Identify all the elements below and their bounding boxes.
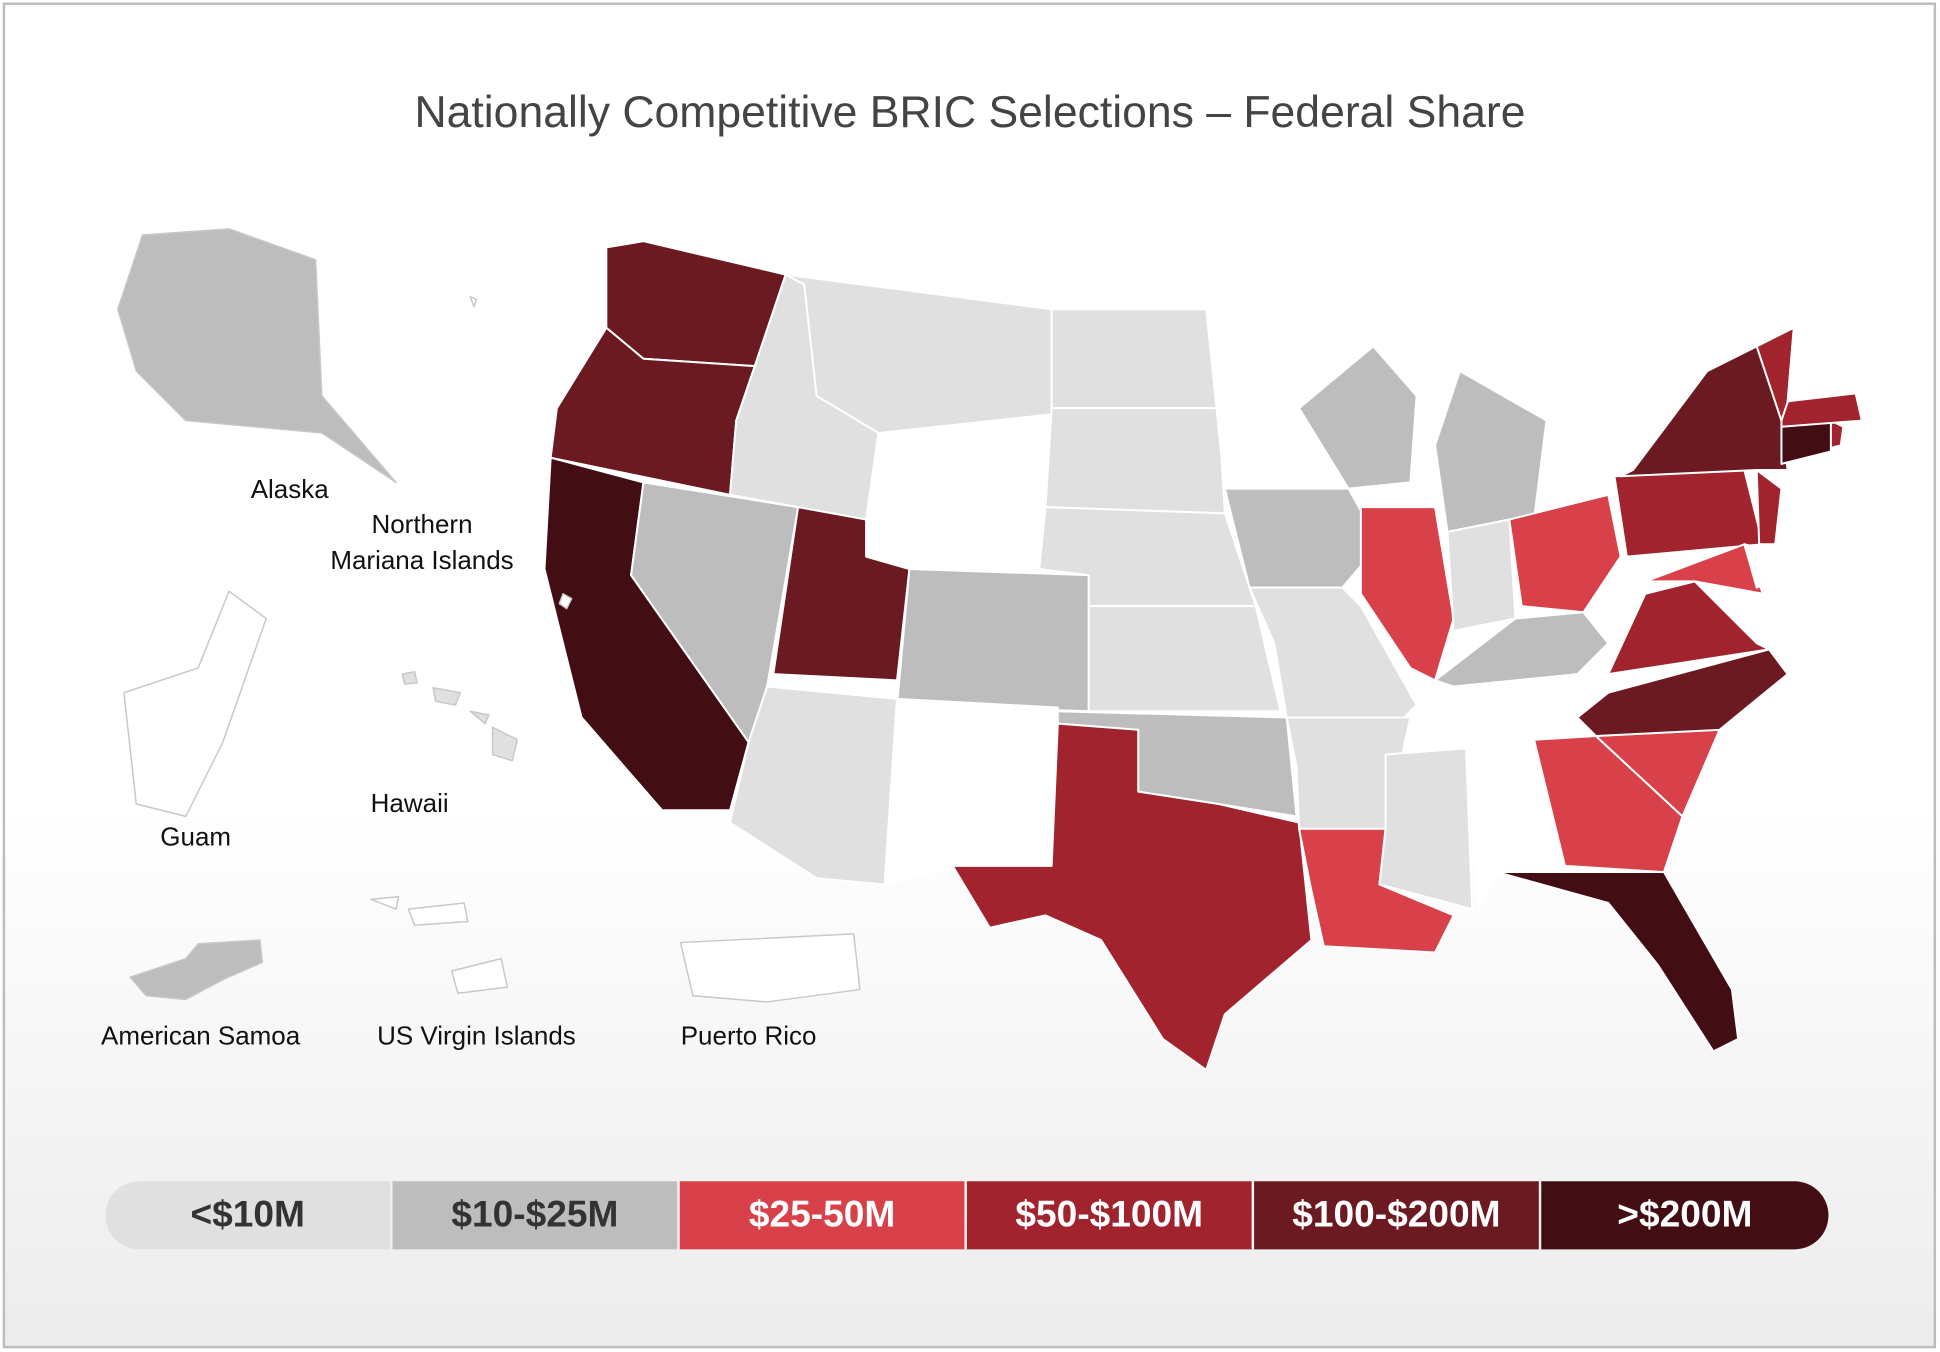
state (1446, 518, 1517, 632)
state (1644, 543, 1764, 595)
state (1582, 555, 1647, 645)
state (1248, 586, 1418, 719)
territory-label: Puerto Rico (681, 1021, 817, 1051)
state (1378, 747, 1474, 911)
territory-label: Alaska (251, 474, 330, 504)
state (1205, 308, 1362, 490)
territory (469, 710, 490, 725)
territory (450, 957, 509, 995)
state (1223, 487, 1381, 589)
legend-swatch (966, 1181, 1252, 1250)
legend: <$10M $10-$25M $25-50M $50-$100M $100-$200M >… (105, 1181, 1829, 1250)
state (951, 722, 1313, 1071)
territory (370, 896, 400, 910)
territory (558, 592, 573, 610)
territory-label: Mariana Islands (330, 545, 513, 575)
territory-label: Guam (160, 822, 231, 852)
legend-label: $10-$25M (451, 1192, 618, 1234)
state (883, 697, 1059, 886)
state (1533, 735, 1684, 874)
territory-label: US Virgin Islands (377, 1021, 576, 1051)
state (896, 568, 1090, 713)
legend-label: >$200M (1617, 1192, 1752, 1234)
state (1050, 308, 1220, 410)
territory (679, 933, 861, 1003)
territory (129, 939, 264, 1001)
territory (469, 296, 478, 308)
legend-label: $25-50M (749, 1192, 895, 1234)
territory (491, 726, 519, 762)
legend-swatch (392, 1181, 678, 1250)
state (1465, 738, 1566, 911)
territory (407, 902, 469, 926)
state (1613, 469, 1764, 558)
state (1298, 345, 1418, 490)
state (1755, 469, 1783, 546)
map: Alaska Northern Mariana Islands Hawaii Guam A… (101, 221, 1894, 1071)
legend-swatch (1254, 1181, 1539, 1250)
territory (401, 670, 418, 685)
legend-label: $50-$100M (1015, 1192, 1203, 1234)
state (1829, 419, 1845, 449)
legend-label: $100-$200M (1292, 1192, 1500, 1234)
territory (116, 228, 397, 484)
state (1805, 221, 1894, 385)
state (1495, 871, 1740, 1053)
map-title: Nationally Competitive BRIC Selections –… (415, 88, 1526, 137)
territory (123, 590, 267, 818)
state (865, 425, 1053, 570)
state (1044, 407, 1226, 515)
territory-label: American Samoa (101, 1021, 301, 1051)
legend-label: <$10M (190, 1192, 304, 1234)
legend-swatch (105, 1181, 391, 1250)
state (1607, 580, 1771, 676)
territory-label: Northern (372, 509, 473, 539)
territory (432, 687, 462, 706)
legend-swatch (1541, 1181, 1829, 1250)
state (1087, 605, 1282, 713)
legend-swatch (679, 1181, 965, 1250)
state (1743, 543, 1771, 589)
state (1576, 648, 1789, 737)
territory-label: Hawaii (371, 788, 449, 818)
